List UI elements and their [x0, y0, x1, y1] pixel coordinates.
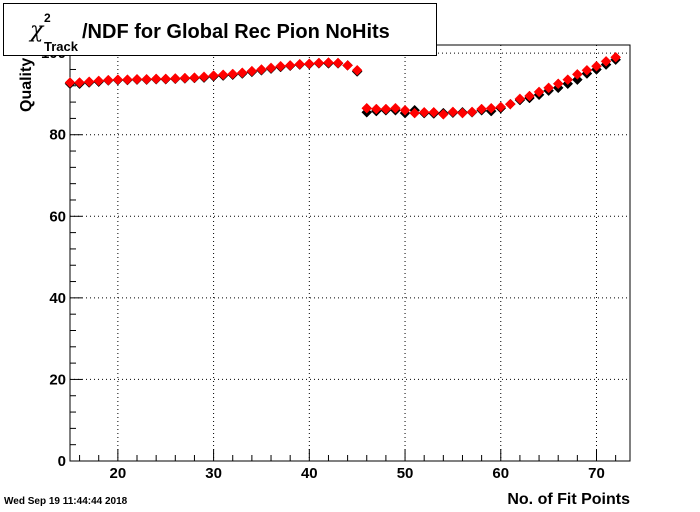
data-point-series-2	[390, 102, 401, 114]
x-tick-label: 70	[588, 465, 605, 482]
data-point-series-2	[102, 74, 114, 86]
chart-title-box: χ 2 Track /NDF for Global Rec Pion NoHit…	[3, 3, 437, 56]
data-point-series-2	[370, 103, 382, 115]
data-point-series-2	[227, 68, 239, 80]
y-tick-label: 0	[58, 453, 66, 470]
data-points	[64, 51, 621, 120]
data-point-series-2	[179, 72, 191, 84]
data-point-series-2	[217, 69, 229, 81]
data-point-series-2	[198, 71, 210, 83]
data-point-series-2	[476, 103, 487, 115]
data-point-series-2	[380, 103, 392, 115]
data-point-series-2	[514, 93, 526, 105]
data-point-series-2	[418, 106, 430, 118]
data-point-series-2	[524, 90, 535, 102]
data-point-series-2	[74, 77, 85, 88]
data-point-series-2	[361, 102, 373, 114]
plot-frame-rect	[69, 44, 631, 462]
data-point-series-2	[495, 101, 507, 113]
data-point-series-2	[160, 73, 172, 85]
data-point-series-2	[351, 64, 363, 76]
x-tick-label: 40	[301, 465, 318, 482]
data-point-series-2	[323, 57, 334, 68]
data-point-series-2	[169, 73, 181, 84]
title-subscript: Track	[44, 39, 78, 54]
data-point-series-2	[447, 106, 459, 118]
data-point-series-2	[236, 67, 248, 79]
x-tick-label: 30	[205, 465, 222, 482]
date-stamp: Wed Sep 19 11:44:44 2018	[4, 496, 128, 507]
title-superscript: 2	[44, 11, 51, 25]
y-tick-label: 60	[49, 208, 66, 225]
data-point-series-2	[552, 78, 564, 90]
data-point-series-2	[409, 107, 420, 119]
data-point-series-2	[150, 73, 162, 85]
data-point-series-2	[600, 55, 612, 67]
data-point-series-2	[457, 107, 468, 119]
data-point-series-2	[83, 76, 95, 88]
data-point-series-2	[543, 82, 554, 94]
plot-frame	[69, 44, 631, 462]
data-point-series-2	[265, 62, 277, 74]
data-point-series-2	[275, 60, 286, 72]
y-tick-label: 80	[49, 127, 66, 144]
data-point-series-2	[122, 74, 133, 86]
data-point-series-2	[303, 58, 315, 70]
data-point-series-2	[466, 106, 478, 118]
data-point-series-2	[284, 60, 296, 71]
data-point-series-2	[571, 69, 583, 80]
data-point-series-2	[428, 106, 440, 118]
data-point-series-2	[189, 72, 200, 83]
data-point-series-2	[562, 74, 574, 86]
x-tick-label: 20	[110, 465, 127, 482]
title-chi-symbol: χ	[30, 18, 44, 43]
data-point-series-2	[246, 65, 258, 77]
data-point-series-2	[342, 60, 353, 71]
tick-labels: 203040506070020406080100	[41, 45, 605, 482]
data-point-series-2	[399, 104, 411, 116]
data-point-series-2	[591, 60, 602, 72]
data-point-series-2	[131, 73, 143, 85]
data-point-series-2	[256, 64, 267, 75]
data-point-series-2	[533, 86, 545, 98]
y-tick-label: 20	[49, 371, 66, 388]
data-point-series-2	[294, 58, 306, 70]
data-point-series-2	[504, 98, 516, 110]
data-point-series-2	[64, 77, 76, 88]
data-point-series-2	[208, 70, 219, 81]
y-axis-label: Quality	[18, 57, 35, 112]
data-point-series-2	[313, 57, 325, 69]
x-tick-label: 60	[492, 465, 509, 482]
x-tick-label: 50	[397, 465, 414, 482]
axis-ticks	[70, 52, 617, 462]
data-point-series-2	[610, 51, 621, 63]
data-point-series-2	[437, 108, 449, 120]
data-point-series-2	[485, 102, 497, 114]
data-point-series-2	[581, 64, 593, 76]
data-point-series-2	[112, 74, 124, 86]
data-point-series-2	[332, 57, 344, 69]
y-tick-label: 40	[49, 290, 66, 307]
data-point-series-2	[93, 75, 105, 87]
chart-title: /NDF for Global Rec Pion NoHits	[82, 21, 390, 43]
x-axis-label: No. of Fit Points	[507, 491, 630, 508]
grid-lines	[70, 45, 630, 461]
data-point-series-2	[141, 73, 152, 85]
